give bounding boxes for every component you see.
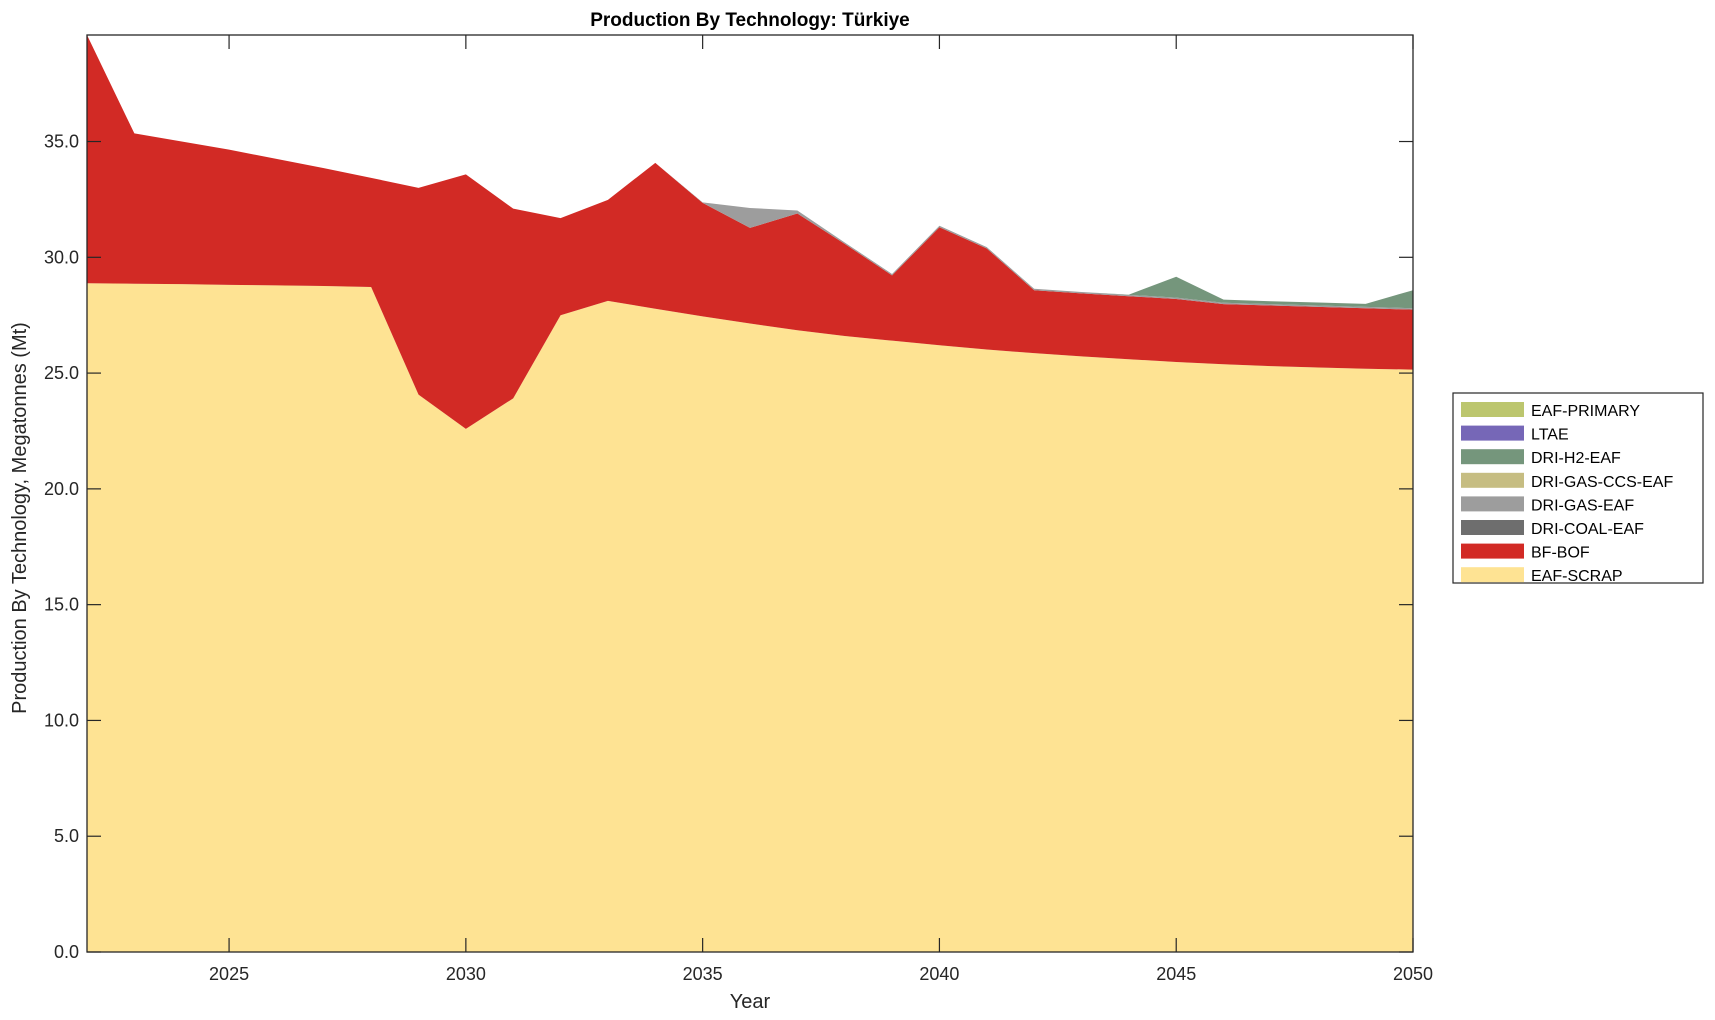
legend-label: DRI-H2-EAF — [1531, 450, 1621, 467]
legend-label: DRI-GAS-CCS-EAF — [1531, 474, 1673, 491]
legend-swatch — [1461, 496, 1524, 512]
legend-item: DRI-GAS-CCS-EAF — [1461, 472, 1673, 491]
y-tick-label: 25.0 — [44, 363, 79, 383]
legend-item: EAF-PRIMARY — [1461, 402, 1640, 420]
y-tick-label: 35.0 — [44, 132, 79, 152]
legend-swatch — [1461, 520, 1524, 535]
legend-item: DRI-COAL-EAF — [1461, 520, 1644, 538]
area-bf-bof — [87, 35, 1413, 429]
legend-item: DRI-GAS-EAF — [1461, 496, 1634, 514]
legend: EAF-PRIMARY LTAE DRI-H2-EAF DRI-GAS-CCS-EAF… — [1452, 392, 1704, 585]
x-tick-label: 2025 — [209, 964, 249, 984]
chart-title: Production By Technology: Türkiye — [590, 10, 910, 31]
plot-frame — [86, 34, 1414, 953]
legend-label: DRI-GAS-EAF — [1531, 497, 1634, 514]
legend-swatch — [1461, 567, 1524, 583]
area-eaf-scrap — [87, 283, 1413, 952]
y-tick-label: 10.0 — [44, 710, 79, 730]
x-tick-label: 2050 — [1393, 964, 1433, 984]
legend-label: EAF-PRIMARY — [1531, 403, 1640, 420]
legend-swatch — [1461, 402, 1524, 417]
legend-item: DRI-H2-EAF — [1461, 449, 1621, 467]
y-tick-label: 0.0 — [54, 942, 79, 962]
y-tick-label: 20.0 — [44, 479, 79, 499]
x-tick-label: 2030 — [446, 964, 486, 984]
legend-swatch — [1461, 472, 1524, 488]
y-axis: 0.0 5.0 10.0 15.0 20.0 25.0 30.0 35.0 — [44, 132, 1413, 962]
legend-label: EAF-SCRAP — [1531, 568, 1623, 585]
plot-areas — [87, 35, 1413, 952]
legend-label: DRI-COAL-EAF — [1531, 521, 1644, 538]
x-tick-label: 2045 — [1156, 964, 1196, 984]
x-axis-label: Year — [730, 991, 771, 1013]
x-axis: 2025 2030 2035 2040 2045 2050 — [209, 35, 1433, 984]
y-axis-label: Production By Technology, Megatonnes (Mt… — [9, 322, 31, 714]
y-tick-label: 30.0 — [44, 247, 79, 267]
legend-item: BF-BOF — [1461, 543, 1590, 562]
legend-label: BF-BOF — [1531, 545, 1590, 562]
legend-swatch — [1461, 425, 1524, 441]
x-tick-label: 2035 — [683, 964, 723, 984]
legend-swatch — [1461, 543, 1524, 559]
y-tick-label: 5.0 — [54, 826, 79, 846]
legend-item: LTAE — [1461, 425, 1569, 444]
y-tick-label: 15.0 — [44, 595, 79, 615]
x-tick-label: 2040 — [919, 964, 959, 984]
legend-item: EAF-SCRAP — [1461, 567, 1623, 585]
legend-label: LTAE — [1531, 427, 1569, 444]
legend-swatch — [1461, 449, 1524, 465]
